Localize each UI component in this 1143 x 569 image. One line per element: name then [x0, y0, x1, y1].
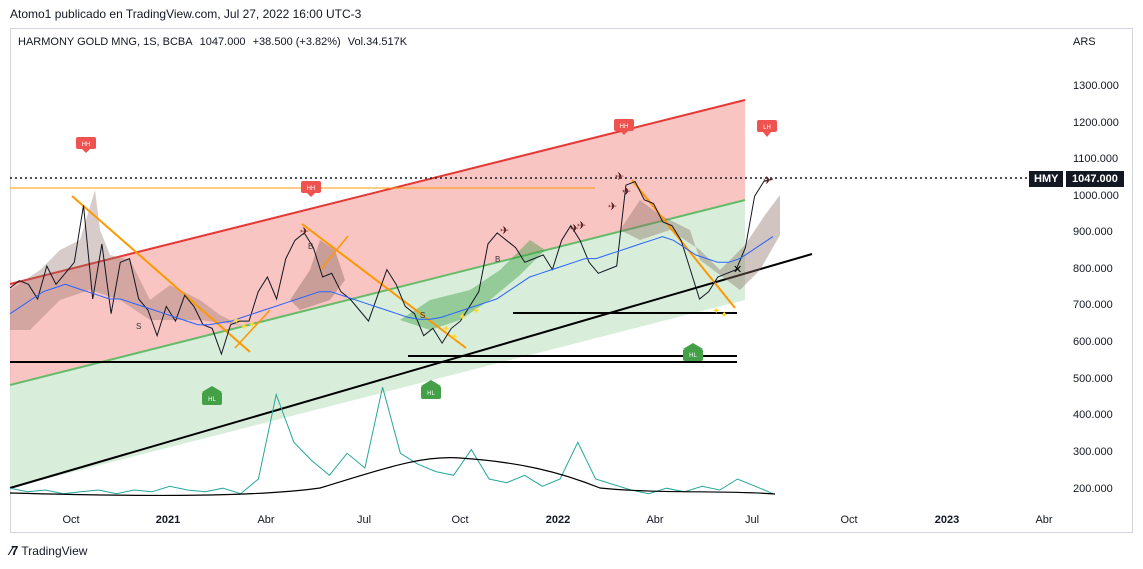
- star-icon: ✦: [442, 324, 450, 335]
- marker-hh-2-label: HH: [620, 124, 629, 130]
- marker-hh-3-label: HH: [307, 186, 316, 192]
- series-line-1: [9, 236, 774, 326]
- symbol-volume: Vol.34.517K: [347, 36, 408, 48]
- price-tick-label: 400.000: [1073, 409, 1113, 421]
- channel-lower-fill: [10, 200, 745, 488]
- price-series-layer: [9, 178, 776, 497]
- airplane-icon: ✈: [300, 225, 309, 238]
- letter-b-1: B: [308, 242, 313, 251]
- chart-frame[interactable]: [10, 28, 1133, 533]
- orange-downtrend-1: [71, 195, 251, 353]
- tradingview-logo-icon: ⁄7: [10, 543, 18, 558]
- orange-uptrend-1: [234, 309, 271, 349]
- footer-brand-label: TradingView: [21, 543, 88, 558]
- time-tick-label: Abr: [646, 514, 664, 526]
- currency-label: ARS: [1073, 36, 1096, 48]
- airplane-icon: ✈: [608, 200, 617, 213]
- time-tick-label: Abr: [257, 514, 275, 526]
- marker-hl-2-label: HL: [427, 391, 435, 397]
- marker-hh-2[interactable]: HH: [614, 119, 634, 135]
- airplane-icon: ✈: [615, 170, 624, 183]
- price-tick-label: 1100.000: [1073, 153, 1119, 165]
- channel-mid-line: [9, 199, 746, 386]
- airplane-icon: ✈: [500, 224, 509, 237]
- x-marker-icon: ✕: [733, 263, 742, 276]
- price-tick-label: 1200.000: [1073, 117, 1119, 129]
- last-price-tag: 1047.000: [1066, 171, 1124, 187]
- plane-markers: ✈ ✈ ✈✈ ✈✈ ✈✈: [300, 170, 772, 238]
- marker-lh[interactable]: LH: [757, 120, 777, 137]
- time-tick-label: 2022: [545, 514, 571, 526]
- marker-hh-3[interactable]: HH: [301, 181, 321, 197]
- symbol-change: +38.500 (+3.82%): [252, 36, 341, 48]
- footer-brand[interactable]: ⁄7 TradingView: [10, 543, 87, 558]
- airplane-icon: ✈: [570, 222, 579, 235]
- airplane-icon: ✈: [763, 174, 772, 187]
- time-tick-label: Abr: [1035, 514, 1053, 526]
- marker-hl-3[interactable]: HL: [683, 343, 703, 361]
- published-by: Atomo1 publicado en TradingView.com, Jul…: [10, 7, 362, 21]
- airplane-icon: ✈: [577, 219, 586, 232]
- time-tick-label: 2023: [934, 514, 960, 526]
- time-tick-label: Oct: [62, 514, 80, 526]
- star-icon: ✦: [450, 332, 458, 343]
- series-line-0: [9, 178, 774, 356]
- marker-hh-1[interactable]: HH: [76, 137, 96, 153]
- marker-hl-3-label: HL: [689, 353, 697, 359]
- yellow-star-markers: ✦✦ ✦ ✦✦✦✦ ✦ ✦: [232, 306, 728, 343]
- price-tick-label: 700.000: [1073, 299, 1113, 311]
- marker-hl-1-label: HL: [208, 397, 216, 403]
- marker-hl-1[interactable]: HL: [202, 386, 222, 405]
- price-tick-label: 800.000: [1073, 263, 1113, 275]
- symbol-close: 1047.000: [199, 36, 246, 48]
- star-icon: ✦: [240, 322, 248, 333]
- ticker-tag: HMY: [1029, 171, 1064, 187]
- price-tick-label: 300.000: [1073, 446, 1113, 458]
- letter-s-1: S: [136, 322, 141, 331]
- symbol-info: HARMONY GOLD MNG, 1S, BCBA 1047.000 +38.…: [18, 36, 411, 48]
- star-icon: ✦: [712, 306, 720, 317]
- price-tick-label: 600.000: [1073, 336, 1113, 348]
- cloud-3: [400, 240, 545, 330]
- marker-lh-label: LH: [763, 125, 771, 131]
- time-tick-label: Oct: [451, 514, 469, 526]
- time-tick-label: Oct: [840, 514, 858, 526]
- price-tick-label: 200.000: [1073, 483, 1113, 495]
- time-tick-label: Jul: [356, 514, 372, 526]
- time-tick-label: 2021: [155, 514, 181, 526]
- symbol-name: HARMONY GOLD MNG, 1S, BCBA: [18, 36, 193, 48]
- price-tick-label: 1000.000: [1073, 190, 1119, 202]
- ascending-support-line: [9, 253, 813, 489]
- star-icon: ✦: [232, 316, 240, 327]
- orange-downtrend-2: [301, 223, 467, 349]
- price-tick-label: 500.000: [1073, 373, 1113, 385]
- star-icon: ✦: [248, 320, 256, 331]
- volume-ma-line: [9, 457, 776, 497]
- channel-upper-fill: [10, 100, 745, 385]
- letter-s-2: S: [420, 311, 425, 320]
- star-icon: ✦: [458, 312, 466, 323]
- marker-hl-2[interactable]: HL: [421, 380, 441, 399]
- airplane-icon: ✈: [622, 185, 631, 198]
- price-tick-label: 900.000: [1073, 226, 1113, 238]
- cloud-4: [620, 195, 780, 290]
- price-tick-label: 1300.000: [1073, 80, 1119, 92]
- letter-b-2: B: [495, 255, 500, 264]
- time-tick-label: Jul: [744, 514, 760, 526]
- orange-uptrend-2: [319, 235, 349, 271]
- star-icon: ✦: [720, 310, 728, 321]
- star-icon: ✦: [472, 306, 480, 317]
- series-line-2: [9, 387, 774, 495]
- marker-hh-1-label: HH: [82, 142, 91, 148]
